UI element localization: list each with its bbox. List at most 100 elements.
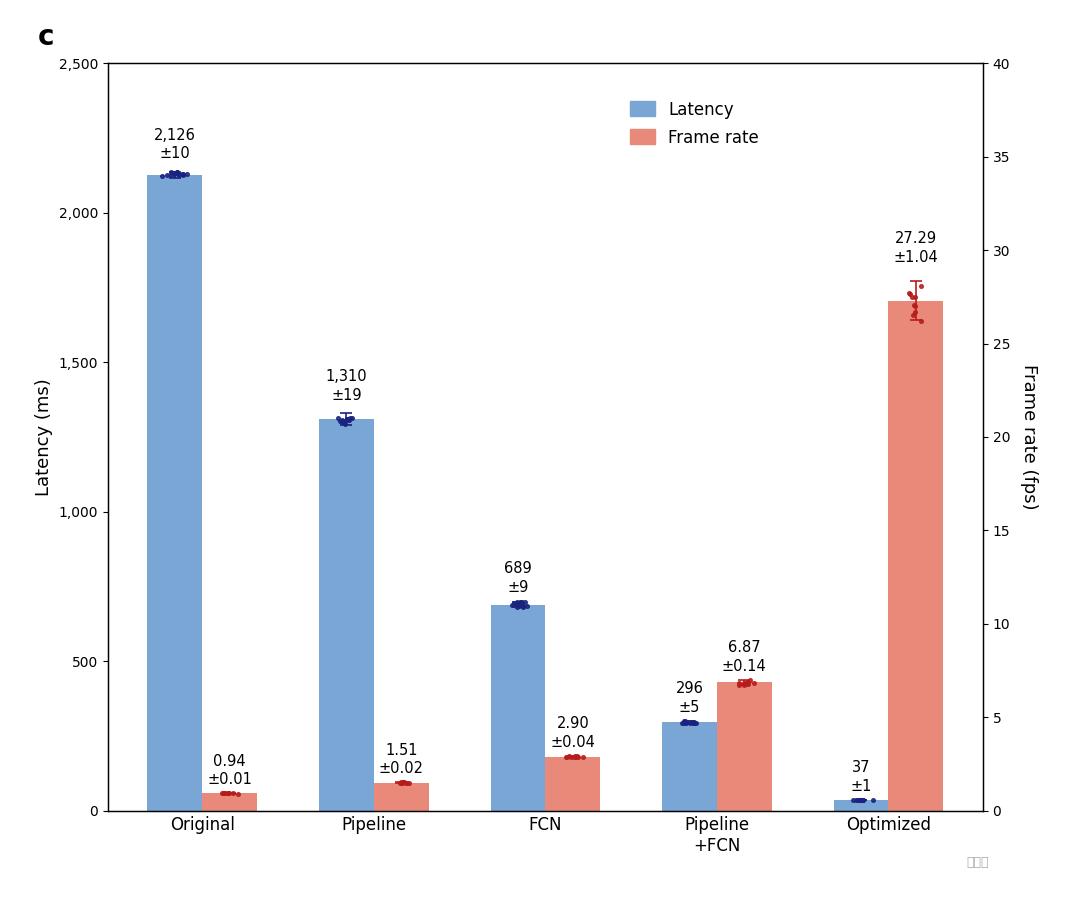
Point	[168, 165, 186, 179]
Point	[683, 715, 700, 730]
Text: 1.51
±0.02: 1.51 ±0.02	[379, 742, 423, 777]
Point	[739, 677, 756, 691]
Point	[171, 168, 188, 182]
Point	[845, 793, 862, 807]
Text: 6.87
±0.14: 6.87 ±0.14	[723, 641, 767, 674]
Point	[850, 793, 867, 807]
Point	[742, 673, 759, 687]
Point	[745, 677, 762, 691]
Point	[165, 167, 183, 181]
Point	[513, 595, 530, 609]
Bar	[374, 783, 429, 811]
Point	[740, 675, 757, 689]
Point	[852, 793, 869, 807]
Point	[912, 314, 929, 328]
Point	[334, 413, 351, 427]
Point	[395, 775, 413, 789]
Text: c: c	[38, 23, 54, 50]
Text: 296
±5: 296 ±5	[676, 681, 703, 714]
Point	[513, 596, 530, 611]
Point	[216, 786, 233, 800]
Text: 37
±1: 37 ±1	[850, 760, 872, 794]
Point	[174, 168, 191, 182]
Point	[393, 776, 410, 790]
Point	[673, 715, 690, 730]
Point	[333, 415, 350, 430]
Point	[397, 775, 415, 789]
Point	[170, 167, 187, 181]
Point	[338, 412, 355, 426]
Point	[338, 412, 355, 426]
Point	[906, 305, 923, 319]
Point	[343, 411, 361, 425]
Point	[850, 793, 867, 807]
Text: 689
±9: 689 ±9	[504, 561, 531, 595]
Point	[329, 411, 347, 425]
Point	[853, 793, 870, 807]
Point	[335, 414, 352, 429]
Point	[514, 599, 531, 614]
Point	[394, 775, 411, 789]
Bar	[662, 723, 717, 811]
Point	[730, 676, 747, 690]
Point	[336, 417, 353, 432]
Point	[174, 167, 191, 181]
Point	[905, 307, 922, 322]
Point	[913, 279, 930, 294]
Point	[391, 776, 408, 790]
Point	[230, 787, 247, 801]
Point	[906, 289, 923, 304]
Legend: Latency, Frame rate: Latency, Frame rate	[623, 94, 766, 153]
Point	[396, 776, 414, 790]
Point	[557, 750, 575, 764]
Point	[855, 793, 873, 807]
Bar	[717, 682, 772, 811]
Point	[516, 595, 534, 609]
Bar	[889, 301, 943, 811]
Point	[731, 678, 748, 693]
Point	[508, 596, 525, 611]
Point	[162, 165, 179, 179]
Point	[165, 167, 183, 181]
Point	[676, 714, 693, 728]
Point	[900, 286, 917, 300]
Point	[738, 675, 755, 689]
Point	[509, 599, 526, 614]
Text: 1,310
±19: 1,310 ±19	[325, 369, 367, 403]
Point	[394, 775, 411, 789]
Point	[219, 786, 237, 800]
Point	[513, 595, 530, 609]
Point	[905, 298, 922, 313]
Point	[512, 598, 529, 613]
Point	[853, 793, 870, 807]
Point	[561, 750, 578, 764]
Point	[565, 750, 582, 764]
Bar	[148, 175, 202, 811]
Point	[220, 787, 238, 801]
Bar	[490, 605, 545, 811]
Bar	[202, 793, 257, 811]
Point	[851, 793, 868, 807]
Point	[677, 716, 694, 731]
Point	[341, 411, 359, 425]
Point	[685, 715, 702, 730]
Bar	[545, 757, 600, 811]
Point	[153, 169, 171, 184]
Point	[901, 287, 918, 301]
Point	[687, 715, 704, 730]
Point	[848, 793, 865, 807]
Point	[509, 595, 526, 609]
Point	[214, 787, 231, 801]
Point	[575, 750, 592, 764]
Point	[677, 714, 694, 728]
Point	[401, 776, 418, 790]
Point	[219, 787, 237, 801]
Point	[558, 750, 576, 764]
Point	[514, 599, 531, 614]
Point	[511, 595, 528, 609]
Point	[505, 596, 523, 610]
Text: 27.29
±1.04: 27.29 ±1.04	[893, 232, 939, 265]
Text: 0.94
±0.01: 0.94 ±0.01	[207, 753, 253, 787]
Y-axis label: Frame rate (fps): Frame rate (fps)	[1020, 364, 1038, 510]
Point	[563, 750, 580, 764]
